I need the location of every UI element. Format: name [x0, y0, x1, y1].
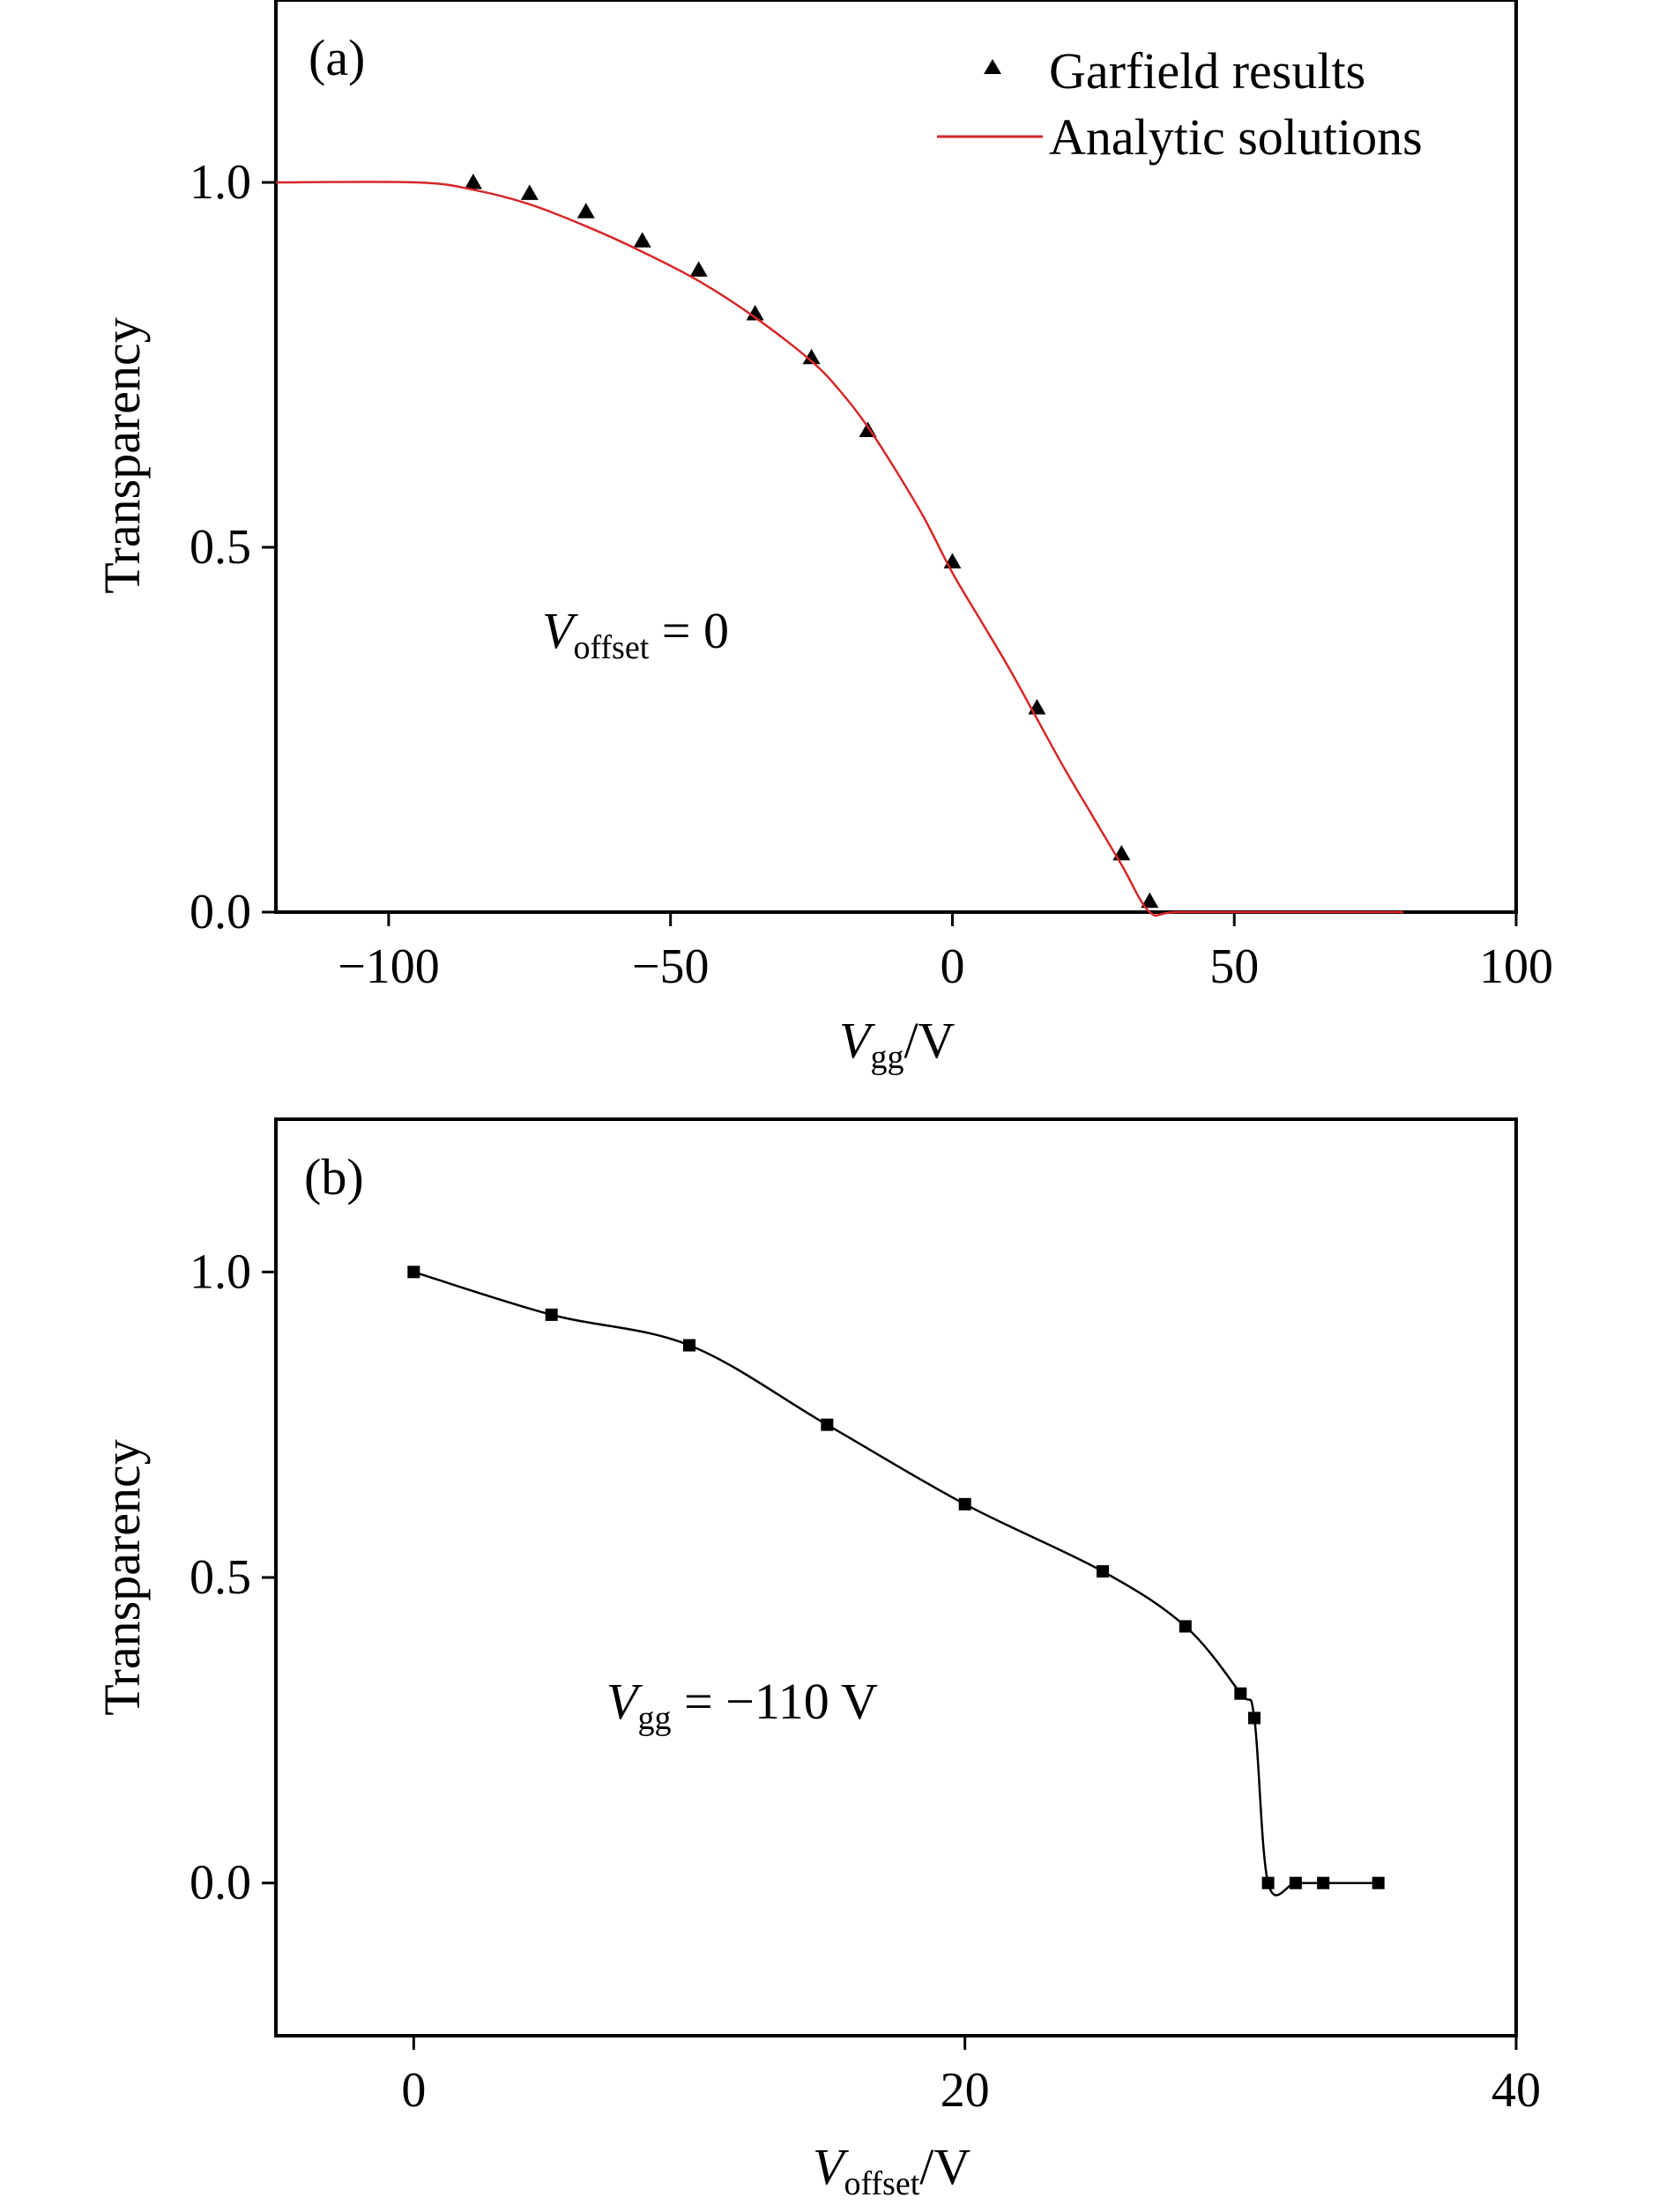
series-line-a	[275, 181, 1404, 917]
data-point-square	[1179, 1620, 1192, 1633]
x-tick-label: 40	[1491, 2063, 1541, 2118]
panel-a-ticks: −100 −50 0 50 100 0.0 0.5 1.0	[190, 155, 1553, 994]
panel-a-plot-frame	[274, 0, 1518, 914]
annotation-b-v: V	[606, 1673, 643, 1730]
panel-a-annotation: Voffset = 0	[542, 602, 729, 666]
data-point-square	[1234, 1687, 1247, 1700]
legend-triangle-marker	[984, 59, 1001, 74]
data-point-triangle	[576, 203, 595, 219]
series-line-b	[413, 1271, 1379, 1897]
panel-b-ylabel: Transparency	[93, 1439, 151, 1716]
data-point-square	[1247, 1711, 1261, 1725]
data-point-triangle	[1141, 892, 1159, 909]
panel-b-series	[407, 1266, 1385, 1897]
panel-b-xlabel: Voffset/V	[813, 2138, 971, 2202]
y-tick-label: 1.0	[190, 1244, 251, 1299]
panel-a-legend: Garfield results Analytic solutions	[937, 42, 1423, 166]
data-point-square	[683, 1339, 695, 1352]
y-tick-label: 0.0	[190, 885, 251, 939]
annotation-b-sub: gg	[637, 1700, 671, 1737]
panel-a-series	[275, 174, 1404, 917]
legend-label-analytic: Analytic solutions	[1049, 108, 1423, 166]
data-point-square	[407, 1266, 420, 1279]
data-point-triangle	[520, 184, 539, 200]
xlabel-a-sub: gg	[870, 1039, 904, 1076]
x-tick-label: 100	[1479, 939, 1553, 994]
data-point-square	[821, 1418, 834, 1431]
panel-b-annotation: Vgg = −110 V	[606, 1673, 878, 1737]
panel-b-ticks: 0 20 40 0.0 0.5 1.0	[190, 1244, 1541, 2118]
xlabel-b-sub: offset	[844, 2165, 919, 2202]
data-point-square	[1289, 1876, 1302, 1889]
data-point-square	[1261, 1876, 1275, 1889]
data-point-triangle	[689, 261, 708, 277]
y-tick-label: 0.5	[190, 1550, 251, 1605]
x-tick-label: −50	[632, 939, 710, 994]
x-tick-label: 50	[1209, 939, 1259, 994]
xlabel-b-unit: /V	[919, 2138, 971, 2195]
panel-b-plot-frame	[274, 1117, 1518, 2038]
y-tick-label: 0.0	[190, 1856, 251, 1911]
panel-a-chart: (a) −100 −50 0 50 100 0.0 0.5 1.0 Garfield resu…	[93, 0, 1553, 1076]
data-point-square	[545, 1308, 558, 1321]
annotation-b-rest: = −110 V	[671, 1673, 878, 1730]
data-point-triangle	[802, 348, 821, 365]
y-tick-label: 0.5	[190, 520, 251, 575]
xlabel-a-v: V	[839, 1012, 876, 1069]
xlabel-b-v: V	[813, 2138, 850, 2195]
legend-label-garfield: Garfield results	[1049, 42, 1365, 100]
xlabel-a-unit: /V	[904, 1012, 955, 1069]
data-point-square	[958, 1497, 971, 1511]
annotation-a-v: V	[542, 602, 579, 659]
y-tick-label: 1.0	[190, 155, 251, 210]
x-tick-label: 0	[401, 2063, 426, 2118]
data-point-square	[1317, 1876, 1330, 1889]
data-point-square	[1372, 1876, 1385, 1889]
data-point-triangle	[633, 232, 651, 248]
x-tick-label: 20	[941, 2063, 990, 2118]
panel-a-xlabel: Vgg/V	[839, 1012, 956, 1076]
data-point-triangle	[746, 305, 764, 321]
panel-a-ylabel: Transparency	[93, 317, 151, 594]
x-tick-label: −100	[338, 939, 440, 994]
data-point-triangle	[464, 174, 482, 189]
panel-b-chart: (b) 0 20 40 0.0 0.5 1.0 Vgg = −110 V Transpar…	[93, 1117, 1541, 2202]
x-tick-label: 0	[940, 939, 964, 994]
panel-a-label: (a)	[309, 29, 365, 86]
data-point-square	[1097, 1565, 1109, 1578]
panel-b-label: (b)	[304, 1148, 364, 1206]
annotation-a-rest: = 0	[649, 602, 729, 659]
annotation-a-sub: offset	[573, 629, 649, 666]
